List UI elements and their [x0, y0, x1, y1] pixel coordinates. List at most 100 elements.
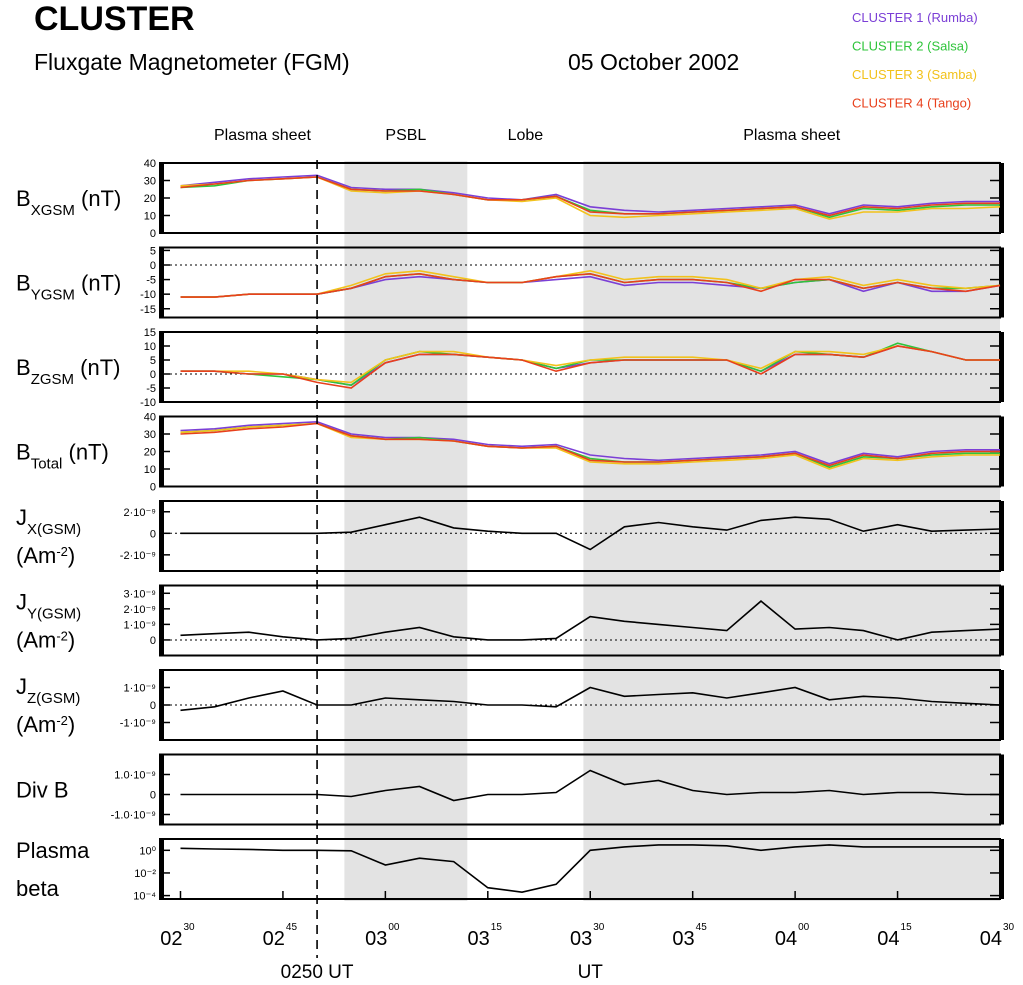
label-part: J	[16, 674, 27, 699]
label-part: )	[68, 543, 75, 568]
y-tick-label: -1.0·10⁻⁹	[111, 810, 156, 822]
y-tick-label: 20	[144, 193, 156, 205]
label-part: )	[68, 628, 75, 653]
label-part: B	[16, 186, 31, 211]
label-part: XGSM	[31, 202, 75, 219]
label-part: ZGSM	[31, 371, 74, 388]
y-tick-label: 0	[150, 228, 156, 240]
x-tick-label-minute: 00	[798, 922, 810, 933]
x-tick-label-hour: 04	[877, 928, 899, 950]
label-part: (nT)	[75, 186, 121, 211]
x-tick-label-hour: 03	[365, 928, 387, 950]
panel-edge-right	[999, 501, 1004, 571]
panel-edge-left	[160, 332, 164, 402]
title: CLUSTER	[34, 0, 195, 38]
legend-entry: CLUSTER 4 (Tango)	[852, 96, 971, 111]
label-part: B	[16, 271, 31, 296]
y-tick-label: 10⁻⁴	[133, 891, 156, 903]
y-tick-label: 0	[150, 700, 156, 712]
panel-edge-right	[999, 585, 1004, 656]
x-tick-label-minute: 15	[491, 922, 503, 933]
date: 05 October 2002	[568, 49, 739, 75]
y-tick-label: 0	[150, 528, 156, 540]
label-part: (nT)	[62, 440, 108, 465]
y-axis-label: (Am-2)	[16, 712, 75, 737]
label-part: (Am	[16, 628, 56, 653]
y-tick-label: 40	[144, 412, 156, 424]
y-tick-label: 1.0·10⁻⁹	[114, 770, 156, 782]
label-part: Z(GSM)	[27, 690, 80, 707]
y-axis-label: (Am-2)	[16, 543, 75, 568]
y-axis-label: JZ(GSM)	[16, 674, 80, 707]
y-tick-label: -10	[140, 397, 156, 409]
label-part: )	[68, 712, 75, 737]
y-tick-label: 20	[144, 447, 156, 459]
x-tick-label-minute: 45	[696, 922, 708, 933]
y-tick-label: 0	[150, 790, 156, 802]
panel-edge-right	[999, 416, 1004, 487]
label-part: J	[16, 505, 27, 530]
panel-edge-right	[999, 247, 1004, 318]
y-tick-label: -2·10⁻⁹	[120, 550, 156, 562]
label-part: -2	[56, 628, 68, 643]
ut-label: UT	[578, 962, 604, 983]
y-tick-label: 30	[144, 429, 156, 441]
data-line	[180, 516, 1001, 551]
y-tick-label: 2·10⁻⁹	[123, 507, 156, 519]
x-tick-label-minute: 15	[901, 922, 913, 933]
y-tick-label: -5	[146, 383, 156, 395]
label-part: beta	[16, 876, 60, 901]
panel-edge-left	[160, 585, 164, 656]
y-tick-label: 5	[150, 355, 156, 367]
label-part: -2	[56, 713, 68, 728]
region-label: PSBL	[385, 127, 426, 144]
legend-entry: CLUSTER 1 (Rumba)	[852, 10, 978, 25]
x-tick-label-hour: 02	[160, 928, 182, 950]
panel-edge-left	[160, 754, 164, 825]
panel-edge-left	[160, 247, 164, 318]
label-part: X(GSM)	[27, 521, 81, 538]
x-tick-label-minute: 00	[388, 922, 400, 933]
legend-entry: CLUSTER 3 (Samba)	[852, 67, 977, 82]
region-label: Lobe	[508, 127, 544, 144]
panel-edge-left	[160, 501, 164, 571]
subtitle: Fluxgate Magnetometer (FGM)	[34, 49, 350, 75]
label-part: Div B	[16, 778, 69, 803]
y-axis-label: BXGSM (nT)	[16, 186, 121, 219]
data-line	[180, 345, 1000, 384]
label-part: B	[16, 355, 31, 380]
x-tick-label-hour: 02	[263, 928, 285, 950]
y-axis-label: BZGSM (nT)	[16, 355, 120, 388]
x-tick-label-hour: 03	[672, 928, 694, 950]
y-axis-label: Plasma	[16, 838, 90, 863]
x-tick-label-hour: 03	[570, 928, 592, 950]
label-part: YGSM	[31, 286, 75, 303]
panel-edge-left	[160, 839, 164, 899]
y-tick-label: 5	[150, 245, 156, 257]
y-tick-label: 0	[150, 260, 156, 272]
y-axis-label: JY(GSM)	[16, 590, 81, 623]
y-tick-label: 1·10⁻⁹	[123, 683, 156, 695]
y-tick-label: 10	[144, 464, 156, 476]
y-axis-label: beta	[16, 876, 60, 901]
panel-edge-right	[999, 163, 1004, 233]
label-part: (nT)	[75, 271, 121, 296]
label-part: (Am	[16, 712, 56, 737]
y-tick-label: 0	[150, 482, 156, 494]
y-tick-label: 10⁻²	[134, 868, 156, 880]
marker-label: 0250 UT	[281, 962, 354, 983]
data-line	[180, 345, 1000, 389]
x-tick-label-hour: 03	[468, 928, 490, 950]
label-part: B	[16, 440, 31, 465]
y-tick-label: 0	[150, 369, 156, 381]
y-tick-label: -15	[140, 304, 156, 316]
y-axis-label: BYGSM (nT)	[16, 271, 121, 304]
y-tick-label: 30	[144, 176, 156, 188]
label-part: Plasma	[16, 838, 90, 863]
x-tick-label-minute: 30	[1003, 922, 1015, 933]
panel-edge-right	[999, 754, 1004, 825]
y-tick-label: 10	[144, 341, 156, 353]
y-tick-label: -1·10⁻⁹	[120, 718, 156, 730]
